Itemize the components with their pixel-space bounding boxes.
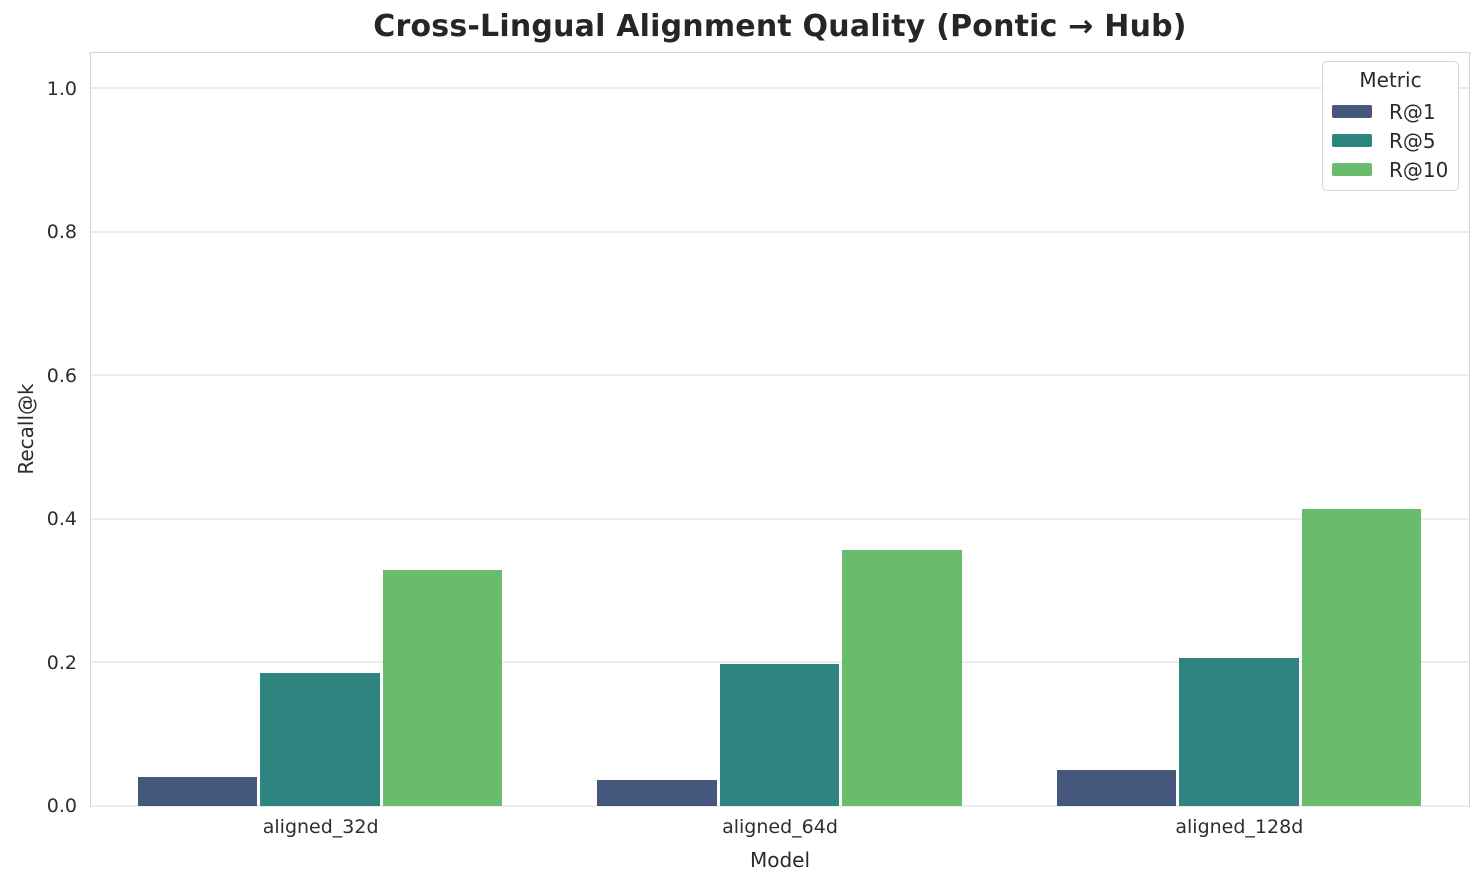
x-axis-label: Model [749,848,811,872]
legend-label-r-10: R@10 [1389,157,1449,182]
x-tick-label-aligned-64d: aligned_64d [722,816,838,838]
gridline-1 [90,87,1469,90]
y-axis-label: Recall@k [14,383,38,475]
legend-label-r-5: R@5 [1389,128,1436,153]
legend-entries: R@1 R@5 R@10 [1323,97,1458,184]
gridline-0-4 [90,517,1469,520]
legend-swatch-r-5 [1332,134,1372,147]
bar-r-5-aligned-64d [719,663,840,806]
gridline-0 [90,804,1469,807]
x-tick-label-aligned-32d: aligned_32d [262,816,379,838]
y-tick-label-0-2: 0.2 [46,651,77,674]
legend-entry-r-5: R@5 [1323,126,1458,155]
bar-r-1-aligned-32d [137,776,258,806]
legend-title: Metric [1359,68,1422,92]
legend-entry-r-1: R@1 [1323,97,1458,126]
plot-area [89,51,1470,807]
gridline-0-2 [90,661,1469,664]
y-tick-label-1-0: 1.0 [46,77,77,100]
y-tick-label-0-6: 0.6 [46,364,77,387]
legend-label-r-1: R@1 [1389,99,1436,124]
bar-r-10-aligned-64d [842,550,962,806]
legend-swatch-r-10 [1332,163,1372,176]
legend-entry-r-10: R@10 [1323,155,1458,184]
bar-r-5-aligned-32d [260,672,380,806]
bar-r-1-aligned-128d [1056,770,1177,806]
bar-r-1-aligned-64d [597,780,717,806]
bar-r-10-aligned-32d [382,570,503,806]
chart-title: Cross-Lingual Alignment Quality (Pontic … [373,9,1187,44]
legend: Metric R@1 R@5 R@10 [1322,61,1459,191]
y-tick-label-0-4: 0.4 [46,508,77,531]
legend-swatch-r-1 [1332,105,1372,118]
y-tick-label-0-0: 0.0 [46,795,77,817]
gridline-0-8 [90,230,1469,233]
bar-r-5-aligned-128d [1179,657,1299,806]
bar-r-10-aligned-128d [1301,509,1422,806]
gridline-0-6 [90,374,1469,377]
x-tick-label-aligned-128d: aligned_128d [1175,816,1304,838]
y-tick-label-0-8: 0.8 [46,221,77,244]
